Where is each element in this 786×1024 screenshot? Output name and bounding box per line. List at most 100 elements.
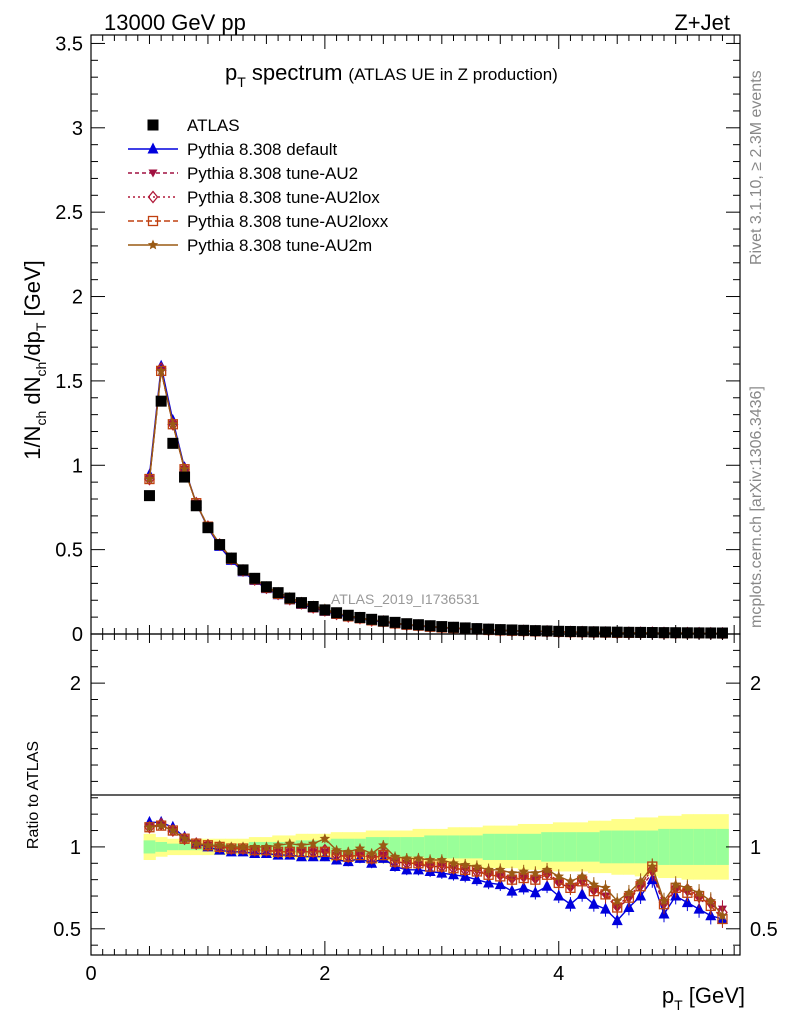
atlas-band-green — [412, 837, 425, 857]
atlas-band-green — [389, 837, 402, 857]
ratio-series-point — [249, 841, 260, 852]
y-tick-label: 2 — [72, 287, 83, 309]
atlas-data-point — [366, 613, 378, 625]
atlas-band-green — [506, 833, 519, 861]
x-tick-label: 2 — [319, 963, 330, 985]
main-series-point — [155, 365, 167, 376]
atlas-data-point — [331, 607, 343, 619]
atlas-band-green — [435, 835, 449, 859]
atlas-band-green — [143, 840, 156, 854]
ratio-series-point — [342, 850, 354, 864]
ratio-series-point — [401, 856, 413, 870]
atlas-data-point — [225, 552, 237, 564]
x-tick-label: 0 — [85, 963, 96, 985]
ratio-series-point — [612, 895, 623, 906]
header-right: Z+Jet — [674, 10, 730, 35]
legend-entry: Pythia 8.308 tune-AU2loxx — [128, 212, 389, 231]
atlas-data-point — [143, 490, 155, 502]
ratio-series-point — [319, 833, 331, 844]
atlas-data-point — [401, 618, 413, 630]
atlas-band-green — [623, 830, 636, 864]
ratio-series-point — [378, 839, 389, 850]
y-tick-label: 3 — [72, 118, 83, 140]
ratio-series-point — [413, 856, 424, 870]
atlas-data-point — [377, 615, 389, 627]
ratio-series-point — [389, 855, 401, 869]
atlas-band-green — [482, 833, 495, 861]
atlas-data-point — [284, 592, 296, 604]
ratio-series-point — [541, 864, 553, 875]
legend-entry: Pythia 8.308 tune-AU2lox — [128, 188, 380, 207]
legend-marker — [147, 190, 159, 204]
ratio-series-point — [307, 845, 319, 859]
ratio-series-point — [144, 821, 155, 832]
atlas-band-green — [529, 833, 542, 861]
main-series-point — [144, 473, 155, 484]
ratio-series-point — [366, 851, 377, 865]
y-axis-label-top: 1/Nch dNch/dpT [GeV] — [20, 260, 49, 460]
atlas-band-green — [634, 830, 647, 864]
y-tick-label: 1.5 — [55, 371, 83, 393]
atlas-band-green — [424, 835, 437, 859]
atlas-data-point — [319, 604, 331, 616]
ratio-series-point — [717, 910, 728, 921]
ratio-series-point — [155, 820, 167, 831]
ratio-series-point — [530, 867, 541, 878]
atlas-band-green — [587, 832, 601, 862]
atlas-band-green — [704, 828, 718, 865]
ratio-series-point — [611, 914, 623, 926]
atlas-data-point — [389, 616, 401, 628]
svg-text:1/Nch dNch/dpT [GeV]: 1/Nch dNch/dpT [GeV] — [20, 260, 49, 460]
ratio-series-point — [471, 873, 483, 885]
legend-label: Pythia 8.308 tune-AU2lox — [187, 188, 380, 207]
ratio-y-tick-label: 1 — [70, 837, 81, 859]
y-tick-label: 3.5 — [55, 33, 83, 55]
atlas-band-green — [494, 833, 507, 861]
ratio-series-point — [483, 864, 494, 875]
ratio-series-point — [214, 839, 225, 850]
ratio-series-point — [600, 902, 612, 914]
legend-marker — [147, 119, 159, 131]
atlas-band-green — [693, 828, 706, 865]
atlas-data-point — [307, 600, 319, 612]
y-tick-label: 2.5 — [55, 202, 83, 224]
ratio-series-point — [448, 857, 459, 868]
legend-entry: Pythia 8.308 tune-AU2 — [128, 164, 358, 183]
ratio-series-point — [226, 841, 237, 852]
atlas-data-point — [295, 597, 307, 609]
atlas-data-point — [179, 471, 191, 483]
main-series-point — [179, 463, 190, 474]
ratio-series-point — [506, 867, 518, 878]
ratio-series-point — [284, 838, 295, 849]
y-axis-label-bottom: Ratio to ATLAS — [25, 741, 42, 849]
legend-marker — [147, 239, 159, 250]
atlas-data-point — [167, 437, 179, 449]
legend: ATLAS Pythia 8.308 default Pythia 8.308 tu… — [128, 116, 389, 255]
legend-label: Pythia 8.308 tune-AU2loxx — [187, 212, 389, 231]
ratio-y-tick-label: 2 — [70, 673, 81, 695]
y-tick-label: 1 — [72, 455, 83, 477]
atlas-band-green — [658, 828, 671, 865]
atlas-data-point — [354, 611, 366, 623]
ratio-y-tick-label-right: 2 — [750, 673, 761, 695]
ratio-series-point — [705, 909, 717, 921]
atlas-band-green — [681, 828, 694, 865]
ratio-series-point — [588, 879, 600, 889]
ratio-series-point — [635, 875, 646, 886]
ratio-series-point — [307, 838, 319, 849]
atlas-data-point — [272, 587, 284, 599]
ratio-series-point — [518, 866, 529, 876]
ratio-series-point — [436, 854, 447, 865]
main-series-point — [167, 418, 179, 429]
atlas-data-point — [202, 522, 214, 534]
ratio-series-point — [237, 841, 249, 852]
ratio-series-point — [319, 846, 331, 857]
atlas-data-point — [459, 622, 471, 634]
legend-label: Pythia 8.308 default — [187, 140, 338, 159]
ratio-series-point — [272, 839, 284, 850]
atlas-data-point — [249, 572, 261, 584]
legend-marker — [148, 169, 158, 178]
atlas-data-point — [237, 564, 249, 576]
atlas-data-point — [214, 539, 226, 551]
ratio-series-point — [483, 876, 495, 888]
